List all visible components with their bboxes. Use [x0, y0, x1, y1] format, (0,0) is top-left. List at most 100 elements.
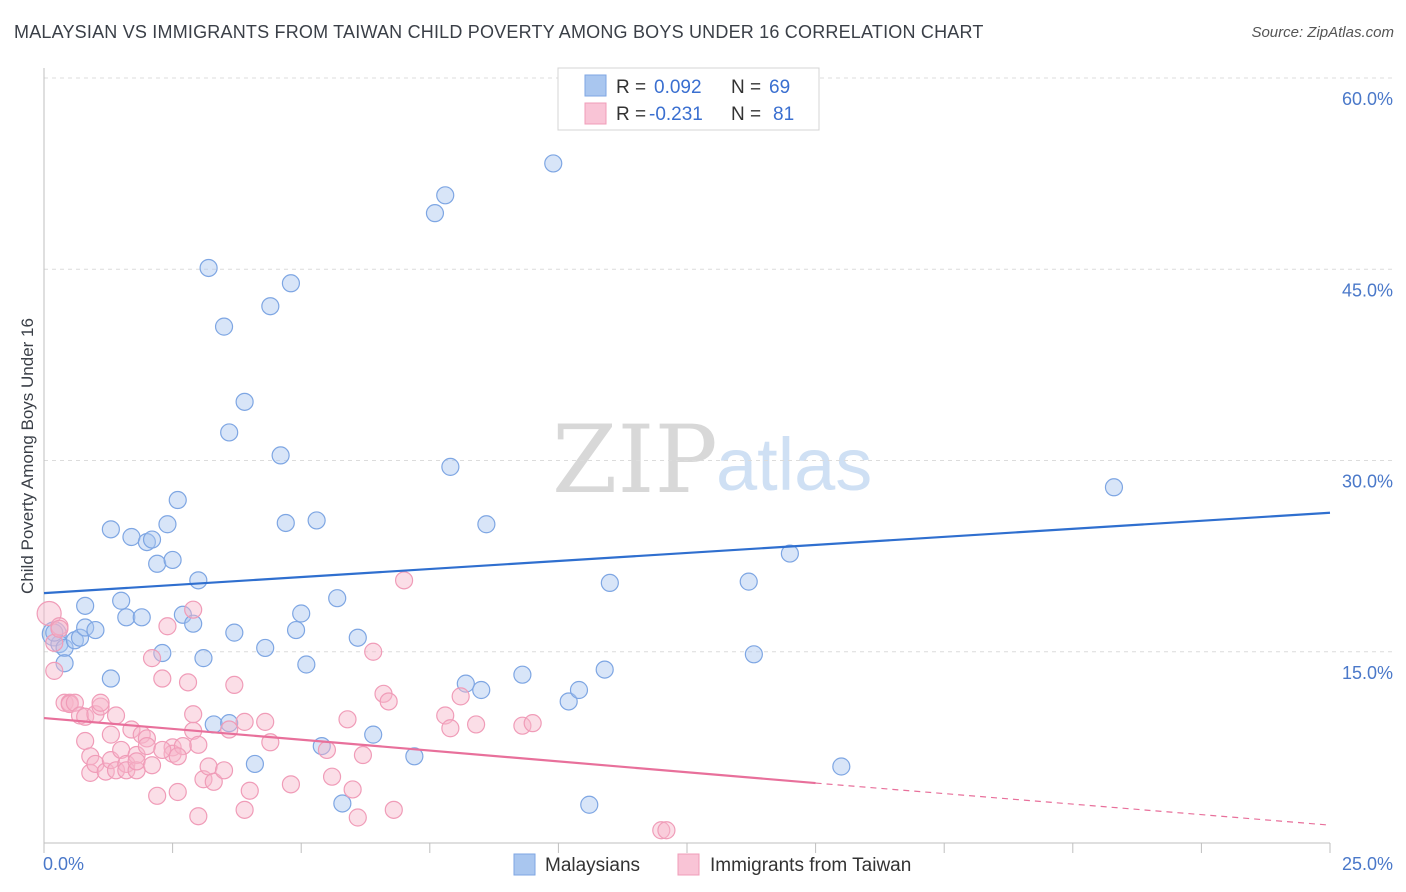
y-tick-label-15: 15.0% [1342, 663, 1393, 683]
taiwan-point [178, 673, 198, 692]
legend-r-value-2: -0.231 [649, 104, 703, 125]
x-tick-label-min: 0.0% [43, 854, 84, 874]
bottom-swatch-taiwan [677, 853, 700, 876]
malaysians-point [137, 532, 156, 552]
chart-title: MALAYSIAN VS IMMIGRANTS FROM TAIWAN CHIL… [14, 22, 984, 42]
legend-r-value-1: 0.092 [654, 77, 702, 98]
trend-line-taiwan-extension [815, 782, 1331, 826]
series-legend: Malaysians Immigrants from Taiwan [513, 853, 911, 876]
taiwan-point [148, 786, 167, 805]
malaysians-point [158, 515, 177, 534]
malaysians-point [328, 589, 347, 608]
malaysians-point [194, 649, 213, 668]
malaysians-point [286, 620, 306, 640]
trend-line-malaysians [43, 511, 1331, 595]
trend-line-taiwan [43, 716, 816, 785]
malaysians-point [168, 490, 187, 510]
malaysians-point [348, 628, 367, 647]
malaysians-point [163, 550, 182, 570]
malaysians-point [220, 714, 239, 733]
taiwan-point [214, 761, 234, 780]
taiwan-point [127, 752, 146, 771]
malaysians-point [739, 572, 758, 591]
taiwan-point [235, 800, 254, 819]
data-points [36, 105, 1124, 840]
malaysians-point [832, 757, 851, 776]
malaysians-point [204, 715, 223, 734]
legend-r-label-1: R = [616, 77, 646, 98]
malaysians-point [122, 527, 141, 547]
y-tick-label-30: 30.0% [1342, 472, 1393, 492]
taiwan-point [76, 731, 95, 751]
taiwan-point [240, 781, 259, 800]
taiwan-point [137, 736, 156, 756]
taiwan-point [394, 571, 414, 590]
malaysians-point [199, 258, 218, 278]
malaysians-point [173, 605, 192, 624]
taiwan-point [117, 761, 136, 780]
bottom-legend-taiwan: Immigrants from Taiwan [710, 855, 911, 876]
taiwan-point [199, 757, 218, 776]
malaysians-point [184, 614, 203, 633]
malaysians-point [235, 392, 254, 411]
malaysians-point [1104, 478, 1124, 497]
malaysians-point [148, 554, 167, 573]
malaysians-point [513, 665, 532, 684]
malaysians-point [595, 660, 614, 679]
bottom-swatch-malaysians [513, 853, 536, 876]
taiwan-point [657, 821, 676, 840]
legend-n-label-1: N = [731, 77, 761, 98]
taiwan-point [281, 775, 301, 794]
taiwan-point [364, 642, 383, 661]
malaysians-point [405, 747, 424, 766]
legend-r-label-2: R = [616, 104, 646, 125]
malaysians-point [544, 154, 563, 173]
malaysians-point [276, 513, 295, 533]
malaysians-point [101, 520, 120, 539]
taiwan-point [343, 780, 362, 799]
malaysians-point [55, 638, 74, 658]
gridlines [44, 77, 1394, 653]
malaysians-point [271, 446, 290, 465]
malaysians-point [744, 645, 763, 664]
taiwan-point [220, 720, 239, 739]
malaysians-point [76, 596, 95, 615]
malaysians-point [55, 654, 74, 673]
legend-swatch-malaysians [584, 74, 607, 97]
taiwan-point [379, 692, 398, 711]
stats-legend: R = 0.092 N = 69 R = -0.231 N = 81 [557, 67, 820, 131]
taiwan-point [168, 782, 187, 802]
taiwan-point [466, 715, 486, 734]
taiwan-point [106, 706, 126, 725]
taiwan-point [142, 756, 162, 775]
malaysians-point [112, 591, 131, 610]
taiwan-point [173, 736, 192, 756]
source-label: Source: ZipAtlas.com [1251, 24, 1394, 41]
taiwan-point [184, 705, 203, 724]
malaysians-point [297, 655, 316, 674]
watermark-atlas: atlas [716, 423, 872, 506]
taiwan-point [91, 697, 110, 716]
legend-n-label-2: N = [731, 104, 761, 125]
malaysians-point [225, 623, 244, 642]
malaysians-point [780, 544, 799, 563]
malaysians-point [245, 754, 265, 774]
y-tick-label-45: 45.0% [1342, 280, 1393, 300]
malaysians-point [101, 669, 120, 688]
taiwan-point [153, 740, 172, 760]
taiwan-point [86, 754, 105, 774]
taiwan-point [163, 744, 182, 763]
malaysians-point [65, 631, 84, 650]
taiwan-point [106, 761, 126, 780]
taiwan-point [158, 617, 177, 636]
malaysians-point [189, 571, 208, 590]
malaysians-point [292, 604, 311, 623]
taiwan-point [189, 735, 208, 754]
taiwan-point [256, 712, 275, 731]
malaysians-point [569, 680, 589, 700]
trend-lines [43, 511, 1331, 826]
taiwan-point [353, 745, 373, 765]
taiwan-point [235, 712, 254, 731]
malaysians-point [214, 317, 234, 336]
